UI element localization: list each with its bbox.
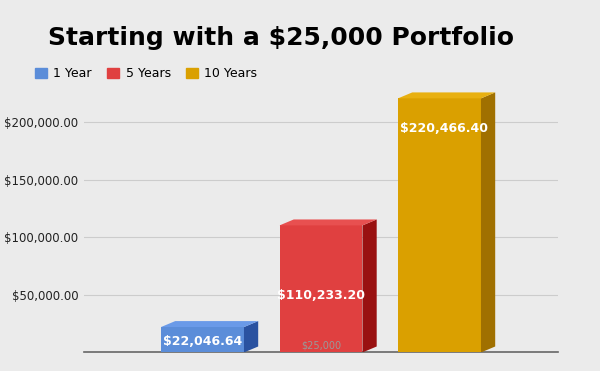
Polygon shape: [398, 92, 495, 98]
Polygon shape: [362, 220, 377, 352]
Polygon shape: [161, 321, 258, 327]
Polygon shape: [280, 226, 362, 352]
Text: $22,046.64: $22,046.64: [163, 335, 242, 348]
Text: Starting with a $25,000 Portfolio: Starting with a $25,000 Portfolio: [48, 26, 514, 50]
Polygon shape: [161, 327, 244, 352]
Polygon shape: [481, 92, 495, 352]
Polygon shape: [280, 220, 377, 226]
Text: $110,233.20: $110,233.20: [277, 289, 365, 302]
Polygon shape: [244, 321, 258, 352]
Polygon shape: [398, 98, 481, 352]
Legend: 1 Year, 5 Years, 10 Years: 1 Year, 5 Years, 10 Years: [34, 66, 259, 82]
Text: $220,466.40: $220,466.40: [400, 122, 488, 135]
Text: $25,000: $25,000: [301, 341, 341, 351]
